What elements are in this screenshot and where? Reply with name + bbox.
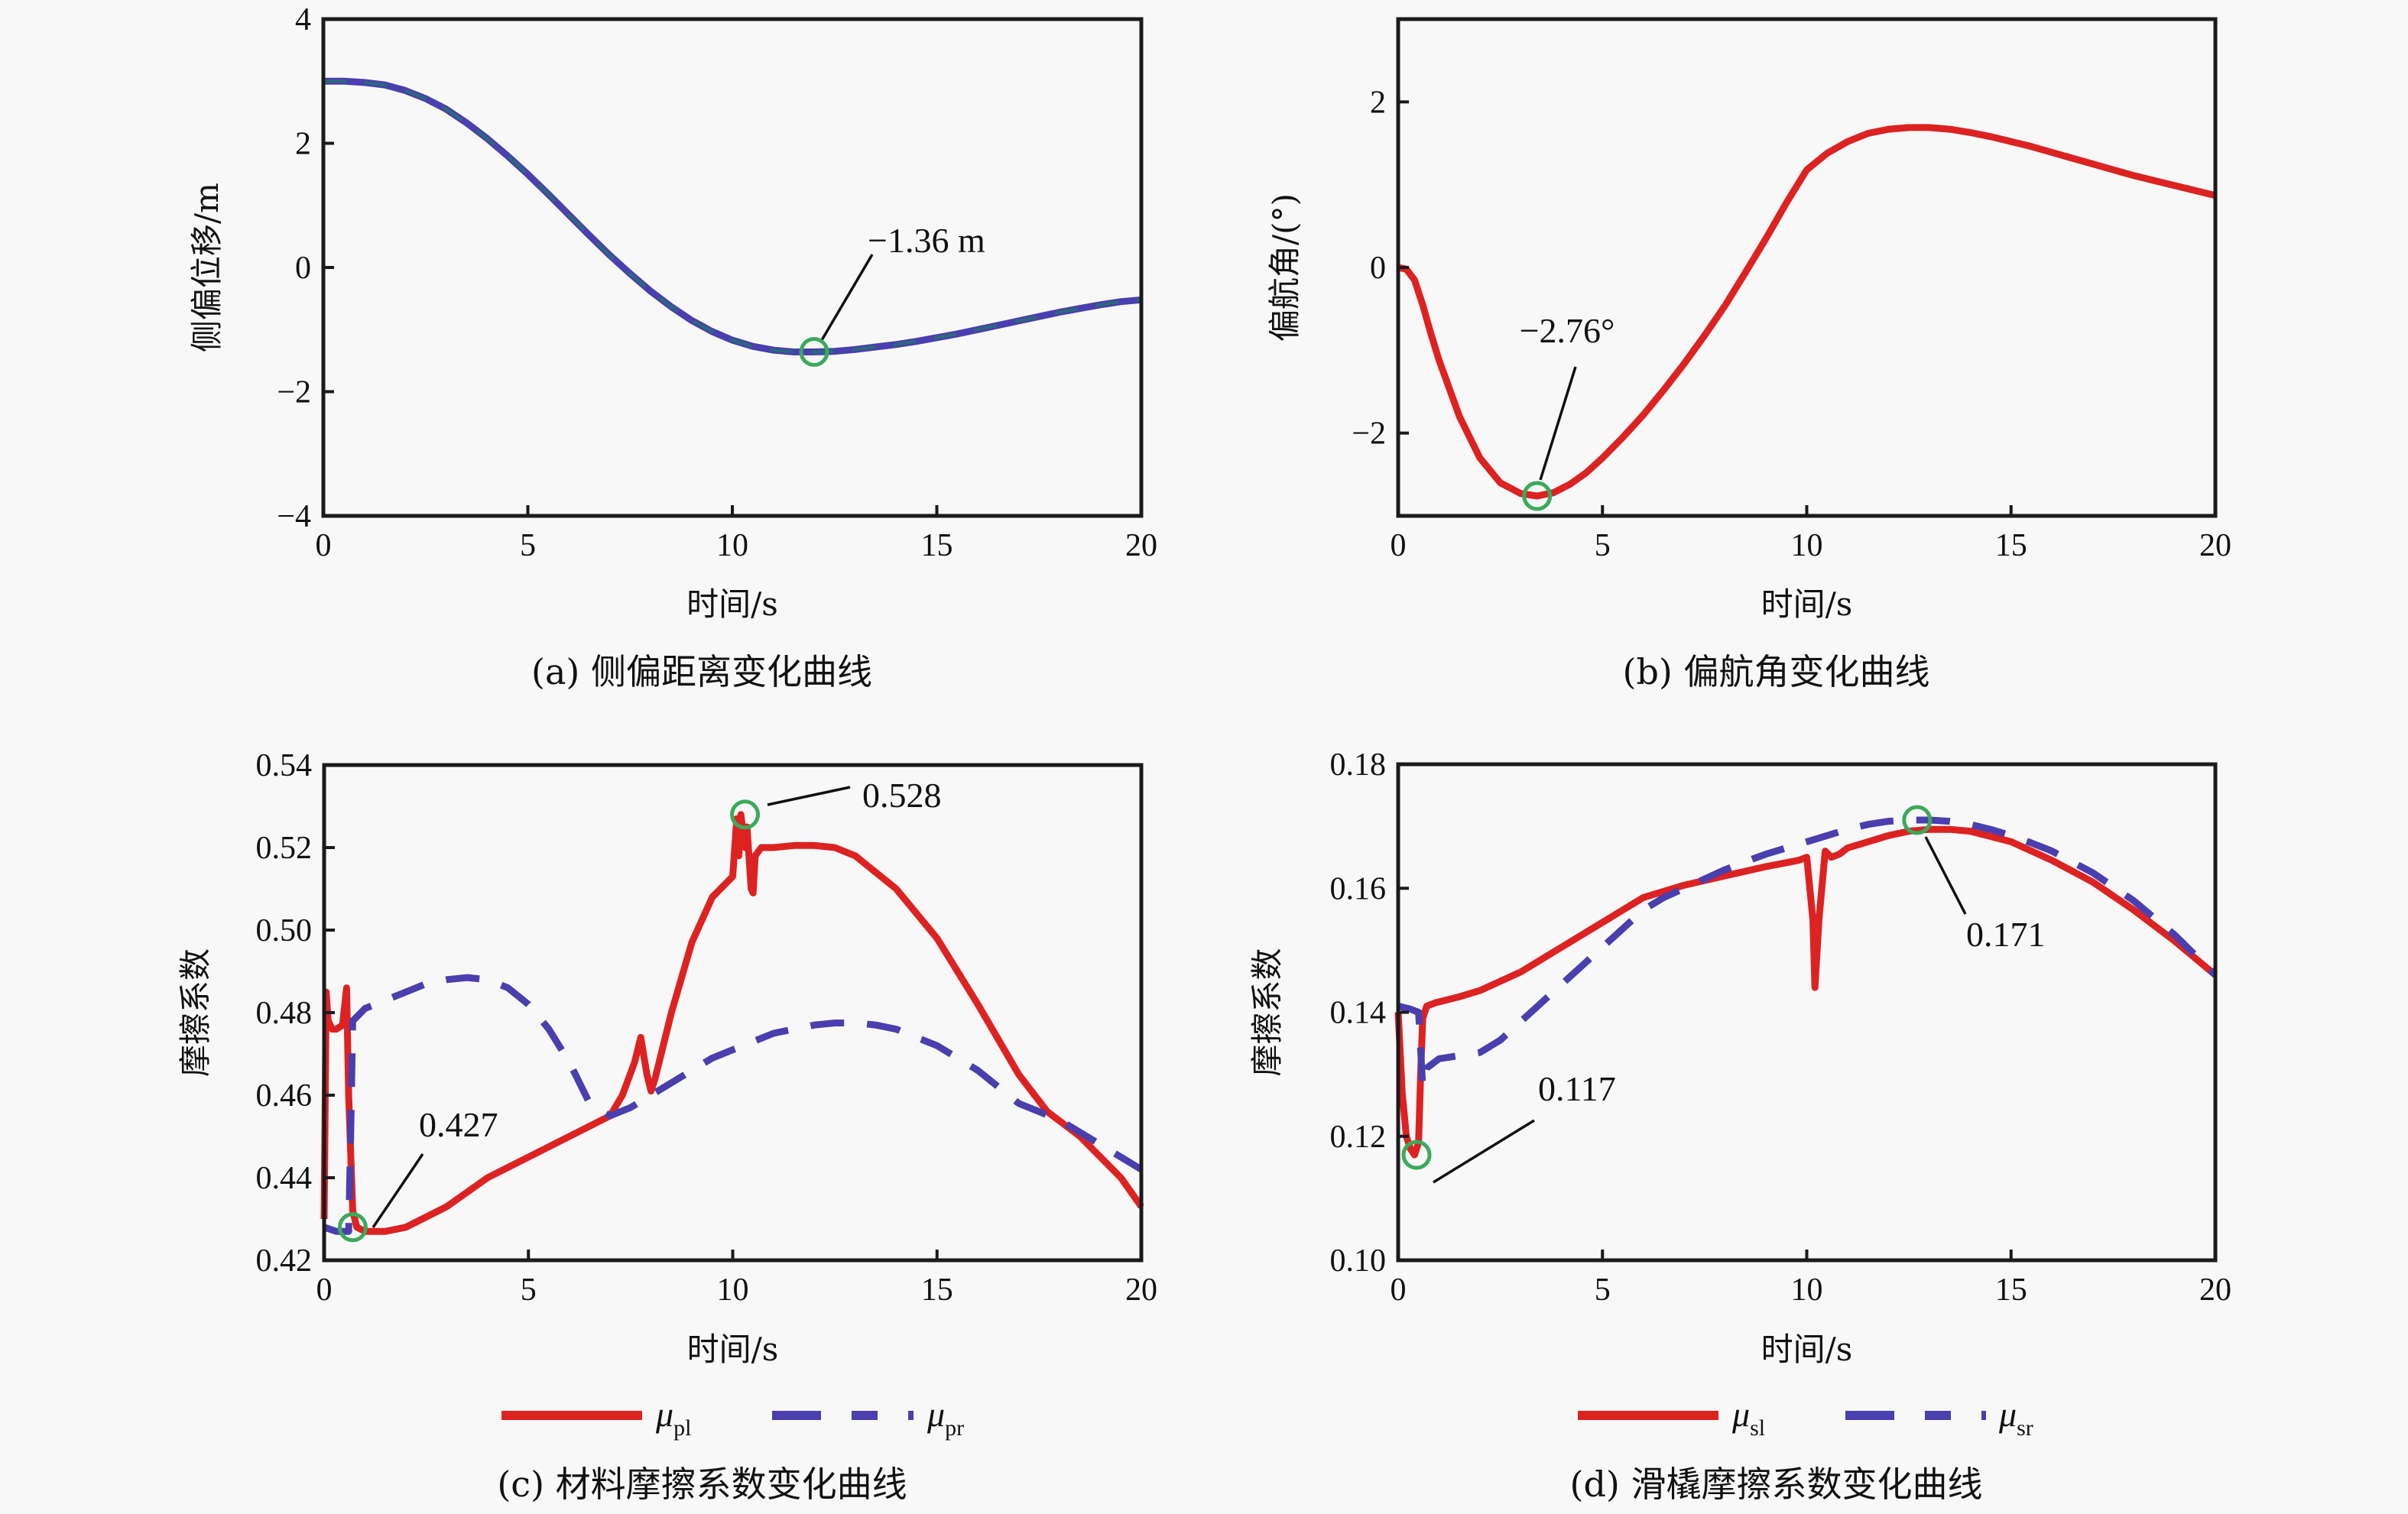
annotation-label: 0.528 [862,776,942,815]
y-tick-label: 0.16 [1330,871,1387,906]
legend-label-sub: sl [1750,1415,1765,1441]
y-tick-label: −2 [1352,417,1386,452]
x-tick-label: 5 [1595,528,1611,563]
series-line-overlay [323,79,1142,354]
series-line-pr [323,974,1144,1235]
annotation-label: −2.76° [1520,311,1615,350]
panel-d: 0 5 10 15 20 0.10 0.12 0.14 0.16 0.18 时间/s 摩擦系数 0.11… [1248,747,2231,1505]
panel-caption: (d) 滑橇摩擦系数变化曲线 [1570,1464,1983,1505]
y-tick-label: 0.48 [256,996,313,1031]
annotation-label: −1.36 m [868,221,985,260]
y-tick-label: 0.10 [1330,1243,1387,1279]
annotation-marker-circle [730,799,761,830]
annotation-marker-circle [1522,481,1553,511]
series-line-sr [1397,816,2218,1091]
x-tick-label: 5 [520,528,536,563]
panel-c: 0 5 10 15 20 0.42 0.44 0.46 0.48 0.50 0.52 0.54 时间/s… [177,748,1157,1505]
legend-label-main: μ [1731,1395,1750,1434]
y-tick-label: 0.54 [256,748,313,783]
legend-label-main: μ [927,1395,945,1434]
panel-caption: (a) 侧偏距离变化曲线 [531,651,872,692]
plot-area [1398,19,2215,516]
annotation-marker-circle [799,337,829,367]
x-tick-label: 20 [2199,1272,2231,1308]
annotation-marker-circle [337,1212,368,1243]
y-tick-label: 0.52 [256,831,313,866]
annotation-marker-circle [1401,1140,1432,1170]
annotation-label: 0.427 [419,1105,498,1144]
series-group [323,77,1142,355]
y-tick-label: 0 [295,251,311,286]
x-tick-label: 15 [921,1272,953,1308]
y-axis-title: 摩擦系数 [177,948,214,1077]
y-axis-title: 偏航角/(°) [1266,193,1303,342]
series-group [1397,124,2217,500]
y-tick-label: 0.12 [1330,1120,1387,1155]
legend-label-sub: pl [673,1415,691,1441]
annotation-leader-line [1539,366,1577,481]
y-tick-label: 2 [1370,85,1386,120]
x-tick-label: 10 [717,1272,749,1308]
x-tick-label: 10 [1791,528,1823,563]
annotation-leader-line [820,254,874,341]
annotation-marker-circle [1902,805,1933,835]
legend-label-sub: sr [2017,1415,2033,1441]
series-line-sl [1394,825,2218,1159]
y-tick-label: 0.14 [1330,996,1387,1031]
annotation-label: 0.117 [1538,1069,1616,1108]
x-tick-label: 10 [716,528,748,563]
x-tick-label: 15 [921,528,953,563]
x-tick-label: 15 [1995,1272,2027,1308]
x-tick-label: 10 [1791,1272,1823,1308]
y-tick-label: −4 [277,499,311,534]
x-axis-title: 时间/s [686,585,778,623]
panel-b: 0 5 10 15 20 −2 0 2 时间/s 偏航角/(°) −2.76° (b) 偏航角变化曲线 [1266,17,2231,692]
x-tick-label: 5 [521,1272,537,1308]
annotation-leader-line [372,1153,424,1228]
y-tick-label: 0.50 [256,913,313,948]
legend-label: μpl [655,1395,691,1441]
x-tick-label: 15 [1995,528,2027,563]
x-tick-label: 20 [1125,528,1157,563]
panel-caption: (b) 偏航角变化曲线 [1623,651,1930,692]
y-tick-label: 0.46 [256,1078,313,1114]
x-axis-title: 时间/s [1761,585,1853,623]
panel-a: 0 5 10 15 20 −4 −2 0 2 4 时间/s 侧偏位移/m −1.36 m (a) 侧偏距离… [188,2,1157,692]
legend: μpl μpr [501,1395,964,1441]
y-tick-label: 2 [295,127,311,162]
series-group [1394,816,2218,1159]
annotation-leader-line [767,786,851,806]
y-tick-label: 0 [1370,251,1386,286]
x-tick-label: 0 [316,528,332,563]
y-tick-label: 4 [295,2,311,37]
legend-label-sub: pr [945,1415,964,1441]
legend-label: μsr [1998,1395,2033,1441]
legend-label-main: μ [655,1395,673,1434]
x-tick-label: 0 [1391,1272,1407,1308]
annotation-leader-line [1433,1119,1535,1184]
x-tick-label: 20 [1125,1272,1157,1308]
x-axis-title: 时间/s [1761,1331,1853,1368]
plot-area [323,19,1141,516]
y-axis-title: 侧偏位移/m [188,183,226,352]
y-axis-title: 摩擦系数 [1248,948,1286,1076]
y-tick-label: −2 [277,375,311,410]
series-line-yaw-angle [1397,124,2217,500]
panel-caption: (c) 材料摩擦系数变化曲线 [497,1464,907,1505]
y-tick-label: 0.42 [256,1243,313,1279]
annotation-leader-line [1924,836,1967,915]
x-tick-label: 20 [2199,528,2231,563]
annotation-label: 0.171 [1966,915,2046,954]
legend: μsl μsr [1578,1395,2033,1441]
x-axis-title: 时间/s [687,1331,779,1368]
legend-label: μsl [1731,1395,1765,1441]
y-tick-label: 0.44 [256,1161,313,1196]
x-tick-label: 5 [1595,1272,1611,1308]
x-tick-label: 0 [1391,528,1407,563]
y-tick-label: 0.18 [1330,747,1387,783]
legend-label: μpr [927,1395,964,1441]
x-tick-label: 0 [316,1272,333,1308]
legend-label-main: μ [1998,1395,2017,1434]
